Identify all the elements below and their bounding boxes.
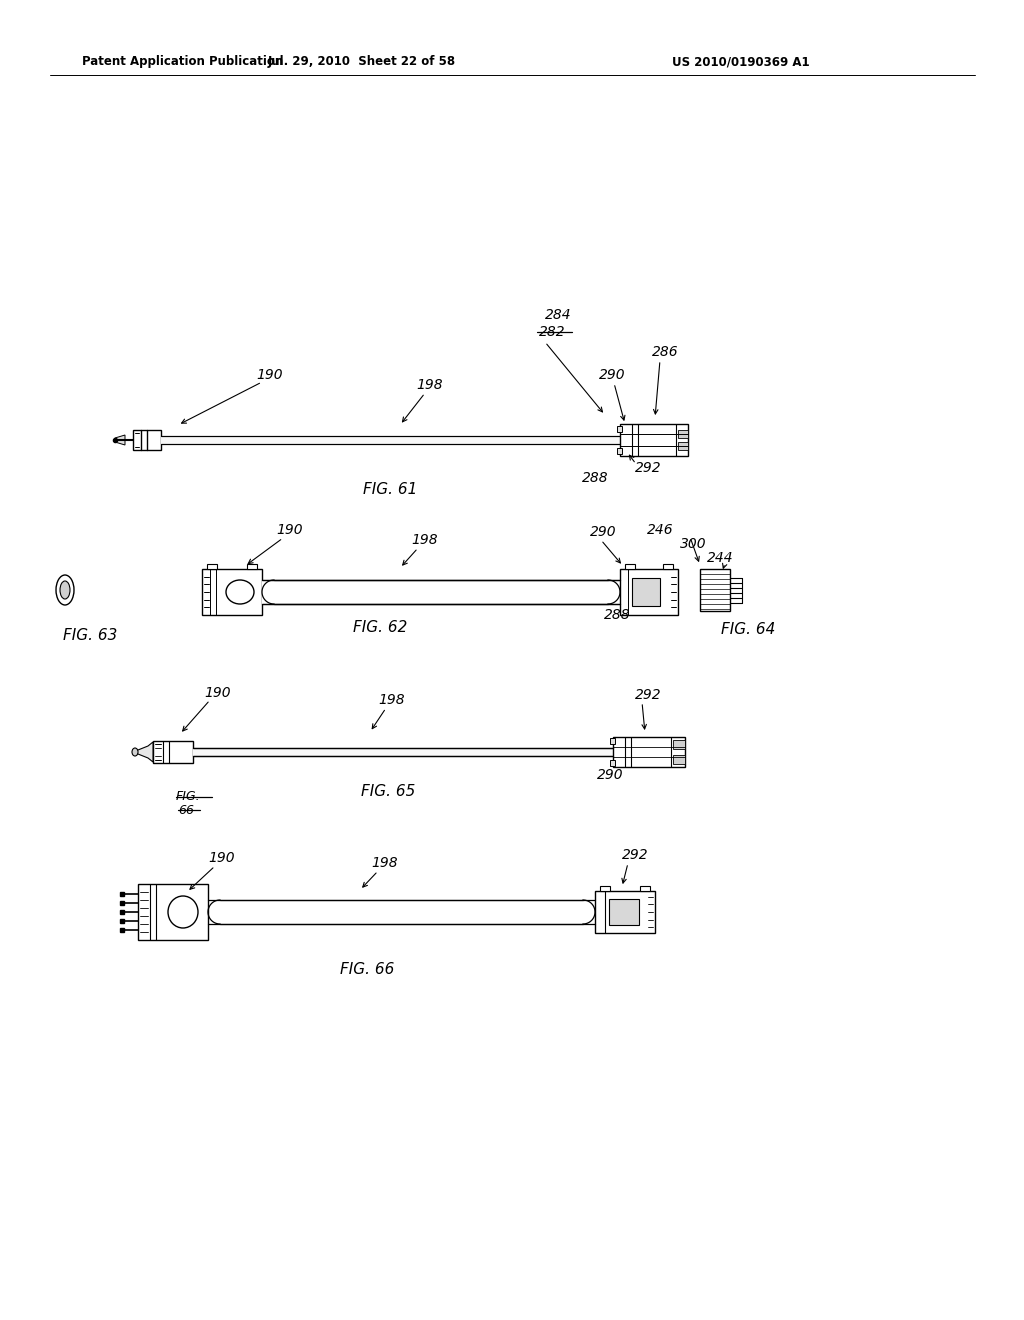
Text: Patent Application Publication: Patent Application Publication: [82, 55, 284, 69]
Bar: [193, 748, 613, 756]
Bar: [673, 755, 685, 764]
Text: FIG. 66: FIG. 66: [340, 962, 394, 978]
Text: 290: 290: [590, 525, 616, 539]
Ellipse shape: [226, 579, 254, 605]
Bar: [133, 430, 161, 450]
Bar: [620, 569, 678, 615]
Bar: [153, 741, 193, 763]
Text: 284: 284: [545, 308, 571, 322]
Text: 198: 198: [372, 855, 398, 870]
Bar: [600, 886, 610, 891]
Text: 286: 286: [651, 345, 678, 359]
Text: 198: 198: [417, 378, 443, 392]
Text: 66: 66: [178, 804, 194, 817]
Text: 292: 292: [635, 688, 662, 702]
Text: 292: 292: [622, 847, 648, 862]
Text: 190: 190: [257, 368, 284, 381]
Ellipse shape: [56, 576, 74, 605]
Bar: [617, 426, 622, 432]
Bar: [613, 737, 685, 767]
Bar: [610, 738, 615, 744]
Text: Jul. 29, 2010  Sheet 22 of 58: Jul. 29, 2010 Sheet 22 of 58: [268, 55, 456, 69]
Bar: [247, 564, 257, 569]
Text: FIG.: FIG.: [176, 791, 201, 804]
Text: FIG. 61: FIG. 61: [362, 483, 417, 498]
Text: 198: 198: [379, 693, 406, 708]
Bar: [202, 569, 262, 615]
Polygon shape: [133, 742, 153, 762]
Text: 290: 290: [597, 768, 624, 781]
Text: 190: 190: [205, 686, 231, 700]
Bar: [678, 442, 688, 450]
Bar: [620, 424, 688, 455]
Bar: [609, 899, 639, 925]
Bar: [595, 891, 655, 933]
Text: 190: 190: [276, 523, 303, 537]
Bar: [610, 760, 615, 766]
Bar: [617, 447, 622, 454]
Polygon shape: [115, 436, 125, 445]
Ellipse shape: [132, 748, 138, 756]
Text: 288: 288: [582, 471, 608, 484]
Text: FIG. 65: FIG. 65: [360, 784, 415, 800]
Bar: [663, 564, 673, 569]
Bar: [640, 886, 650, 891]
Text: US 2010/0190369 A1: US 2010/0190369 A1: [672, 55, 810, 69]
Text: FIG. 63: FIG. 63: [62, 627, 117, 643]
Ellipse shape: [168, 896, 198, 928]
Bar: [262, 579, 620, 605]
Text: 246: 246: [647, 523, 674, 537]
Text: 190: 190: [209, 851, 236, 865]
Text: 288: 288: [604, 609, 631, 622]
Text: FIG. 62: FIG. 62: [353, 620, 408, 635]
Bar: [700, 569, 730, 611]
Bar: [161, 436, 620, 444]
Text: 282: 282: [539, 325, 565, 339]
Text: 300: 300: [680, 537, 707, 550]
Ellipse shape: [60, 581, 70, 599]
Bar: [625, 564, 635, 569]
Bar: [673, 741, 685, 748]
Text: 290: 290: [599, 368, 626, 381]
Text: 198: 198: [412, 533, 438, 546]
Bar: [678, 430, 688, 438]
Bar: [138, 884, 208, 940]
Text: 292: 292: [635, 461, 662, 475]
Bar: [207, 564, 217, 569]
Text: 244: 244: [707, 550, 733, 565]
Text: FIG. 64: FIG. 64: [721, 623, 775, 638]
Bar: [632, 578, 660, 606]
